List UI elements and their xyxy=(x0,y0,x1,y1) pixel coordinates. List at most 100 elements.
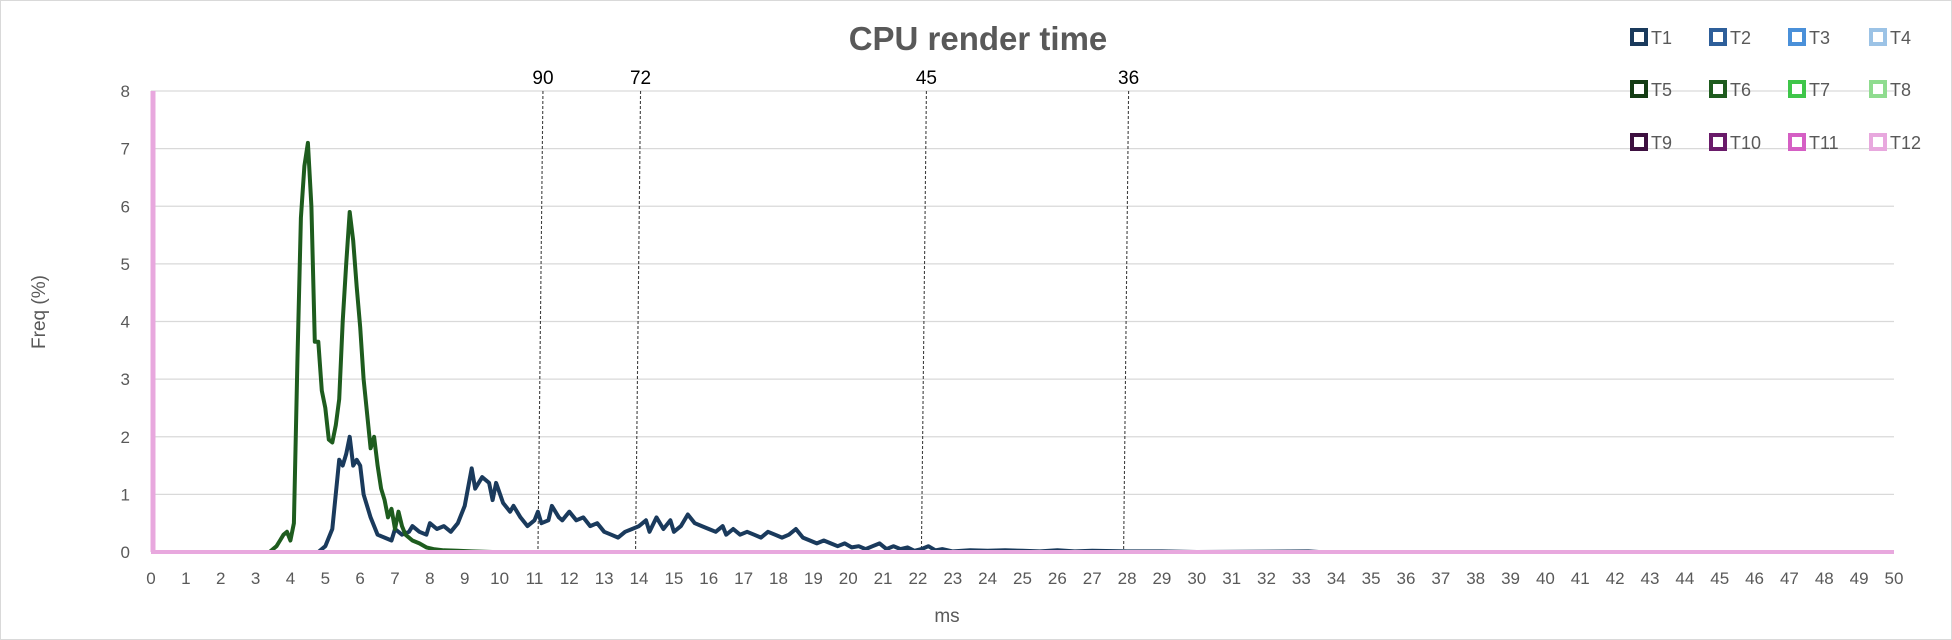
legend-item-t7[interactable]: T7 xyxy=(1788,80,1830,100)
reference-lines: 90 72 45 36 xyxy=(532,68,1139,553)
legend-item-t1[interactable]: T1 xyxy=(1630,28,1672,48)
x-tick-label: 7 xyxy=(390,569,399,588)
legend-item-t11[interactable]: T11 xyxy=(1788,133,1839,153)
x-tick-label: 27 xyxy=(1083,569,1102,588)
reference-line-label: 36 xyxy=(1118,68,1139,89)
x-tick-label: 35 xyxy=(1362,569,1381,588)
x-axis-ticks: 0 1 2 3 4 5 6 7 8 9 10 11 12 13 14 15 16 17 18 19 20 21 22 23 24… xyxy=(146,569,1903,588)
x-tick-label: 20 xyxy=(839,569,858,588)
x-tick-label: 34 xyxy=(1327,569,1346,588)
x-tick-label: 47 xyxy=(1780,569,1799,588)
legend-swatch xyxy=(1709,80,1727,98)
x-tick-label: 17 xyxy=(734,569,753,588)
legend-swatch xyxy=(1630,80,1648,98)
y-tick-label: 5 xyxy=(121,255,130,274)
legend-label: T5 xyxy=(1651,80,1672,100)
series-lines xyxy=(150,91,1894,554)
legend-label: T3 xyxy=(1809,28,1830,48)
x-tick-label: 48 xyxy=(1815,569,1834,588)
reference-line-label: 72 xyxy=(630,68,651,89)
x-tick-label: 32 xyxy=(1257,569,1276,588)
y-tick-label: 1 xyxy=(121,485,130,504)
x-tick-label: 29 xyxy=(1152,569,1171,588)
legend-label: T7 xyxy=(1809,80,1830,100)
x-tick-label: 19 xyxy=(804,569,823,588)
x-tick-label: 38 xyxy=(1466,569,1485,588)
legend-item-t4[interactable]: T4 xyxy=(1869,28,1911,48)
legend-label: T1 xyxy=(1651,28,1672,48)
legend-item-t8[interactable]: T8 xyxy=(1869,80,1911,100)
x-tick-label: 11 xyxy=(526,569,544,588)
legend-label: T4 xyxy=(1890,28,1911,48)
x-tick-label: 4 xyxy=(286,569,295,588)
chart-title: CPU render time xyxy=(849,20,1108,57)
legend-swatch xyxy=(1709,133,1727,151)
x-tick-label: 31 xyxy=(1222,569,1241,588)
reference-line-label: 90 xyxy=(532,68,553,89)
legend: T1 T2 T3 T4 T5 T6 T7 T8 T9 T10 T11 T12 xyxy=(1630,28,1921,153)
x-tick-label: 37 xyxy=(1431,569,1450,588)
legend-item-t10[interactable]: T10 xyxy=(1709,133,1761,153)
x-tick-label: 44 xyxy=(1675,569,1694,588)
y-tick-label: 6 xyxy=(121,197,130,216)
x-tick-label: 14 xyxy=(630,569,649,588)
x-tick-label: 1 xyxy=(181,569,190,588)
x-tick-label: 10 xyxy=(490,569,509,588)
x-tick-label: 43 xyxy=(1641,569,1660,588)
legend-label: T2 xyxy=(1730,28,1751,48)
x-tick-label: 26 xyxy=(1048,569,1067,588)
x-tick-label: 21 xyxy=(874,569,893,588)
series-line-t6 xyxy=(268,140,1894,554)
x-tick-label: 23 xyxy=(943,569,962,588)
y-axis-title: Freq (%) xyxy=(29,275,50,349)
x-tick-label: 41 xyxy=(1571,569,1590,588)
y-tick-label: 3 xyxy=(121,370,130,389)
legend-swatch xyxy=(1630,133,1648,151)
x-axis-title: ms xyxy=(934,606,959,627)
x-tick-label: 6 xyxy=(355,569,364,588)
x-tick-label: 40 xyxy=(1536,569,1555,588)
x-tick-label: 45 xyxy=(1710,569,1729,588)
x-tick-label: 30 xyxy=(1187,569,1206,588)
legend-label: T10 xyxy=(1730,133,1761,153)
x-tick-label: 25 xyxy=(1013,569,1032,588)
x-tick-label: 49 xyxy=(1850,569,1869,588)
gridlines xyxy=(151,90,1894,553)
legend-swatch xyxy=(1788,28,1806,46)
legend-item-t12[interactable]: T12 xyxy=(1869,133,1921,153)
reference-line-45 xyxy=(920,90,927,553)
legend-item-t3[interactable]: T3 xyxy=(1788,28,1830,48)
x-tick-label: 28 xyxy=(1118,569,1137,588)
legend-swatch xyxy=(1869,80,1887,98)
legend-swatch xyxy=(1630,28,1648,46)
legend-label: T9 xyxy=(1651,133,1672,153)
x-tick-label: 15 xyxy=(664,569,683,588)
reference-line-90 xyxy=(537,90,544,553)
legend-item-t2[interactable]: T2 xyxy=(1709,28,1751,48)
legend-label: T11 xyxy=(1809,133,1839,153)
x-tick-label: 0 xyxy=(146,569,155,588)
legend-item-t6[interactable]: T6 xyxy=(1709,80,1751,100)
x-tick-label: 39 xyxy=(1501,569,1520,588)
x-tick-label: 22 xyxy=(908,569,927,588)
y-tick-label: 8 xyxy=(121,82,130,101)
x-tick-label: 36 xyxy=(1396,569,1415,588)
x-tick-label: 33 xyxy=(1292,569,1311,588)
legend-label: T12 xyxy=(1890,133,1921,153)
x-tick-label: 46 xyxy=(1745,569,1764,588)
x-tick-label: 5 xyxy=(321,569,330,588)
reference-line-label: 45 xyxy=(916,68,937,89)
reference-line-36 xyxy=(1123,90,1130,553)
legend-item-t9[interactable]: T9 xyxy=(1630,133,1672,153)
x-tick-label: 42 xyxy=(1606,569,1625,588)
reference-line-72 xyxy=(635,90,642,553)
legend-item-t5[interactable]: T5 xyxy=(1630,80,1672,100)
x-tick-label: 3 xyxy=(251,569,260,588)
legend-swatch xyxy=(1869,28,1887,46)
legend-swatch xyxy=(1788,133,1806,151)
y-tick-label: 7 xyxy=(121,140,130,159)
legend-swatch xyxy=(1709,28,1727,46)
y-tick-label: 2 xyxy=(121,428,130,447)
x-tick-label: 12 xyxy=(560,569,579,588)
